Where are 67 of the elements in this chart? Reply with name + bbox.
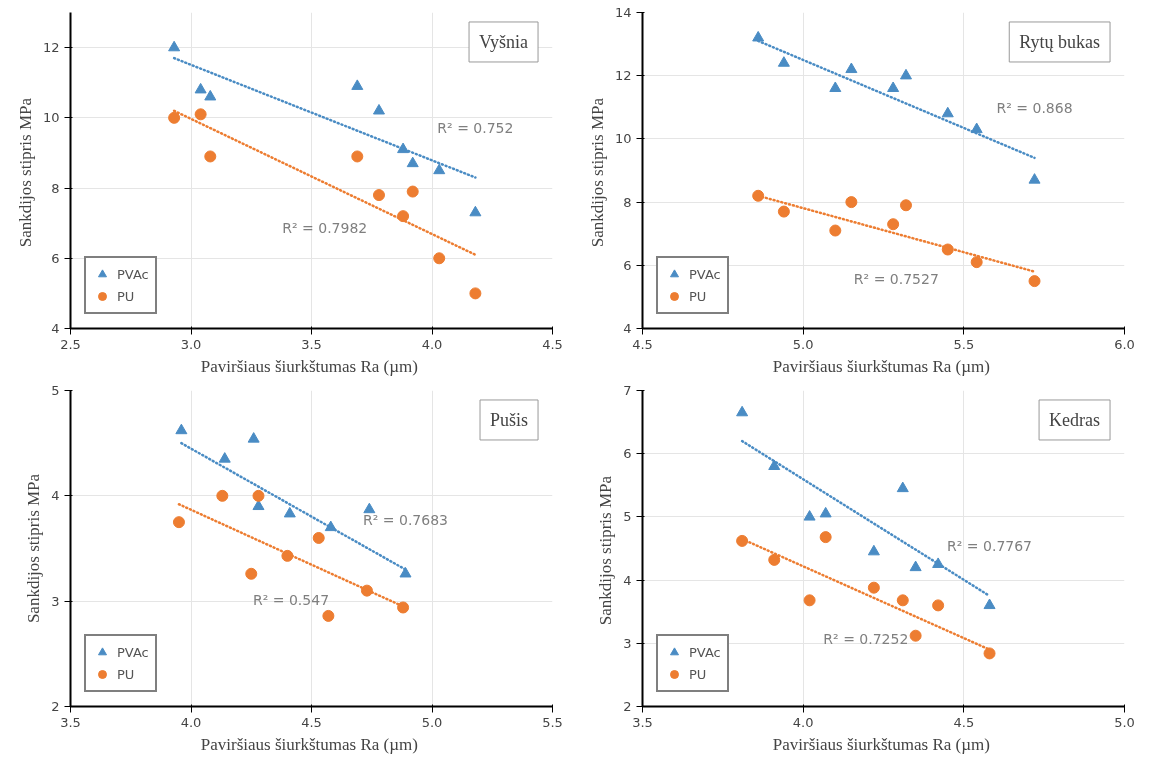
x-tick-label: 5.0 xyxy=(421,714,443,730)
text: Vyšnia xyxy=(479,31,529,52)
legend-label: PVAc xyxy=(689,266,721,282)
y-tick-label: 5 xyxy=(51,383,60,398)
x-tick-label: 4.5 xyxy=(953,714,975,730)
annotation: R² = 0.547 xyxy=(252,592,330,609)
y-axis-title: Sankdijos stipris MPa xyxy=(15,97,35,248)
y-tick-label: 4 xyxy=(51,488,60,504)
legend-label: PU xyxy=(117,288,136,304)
text: Kedras xyxy=(1049,409,1101,430)
y-tick-label: 2 xyxy=(51,699,60,714)
x-tick-label: 5.0 xyxy=(792,336,814,352)
x-tick-label: 3.5 xyxy=(60,714,81,730)
y-tick-label: 3 xyxy=(623,635,632,651)
x-tick-label: 4.5 xyxy=(542,336,563,352)
annotation: R² = 0.7252 xyxy=(823,631,909,648)
x-tick-label: 5.0 xyxy=(1114,714,1135,730)
annotation: R² = 0.7767 xyxy=(947,537,1033,554)
x-axis-title: Paviršiaus šiurkštumas Ra (µm) xyxy=(772,356,990,376)
annotation: R² = 0.7527 xyxy=(853,270,939,287)
legend-label: PVAc xyxy=(689,644,721,660)
y-tick-label: 6 xyxy=(51,250,60,266)
y-tick-label: 4 xyxy=(623,321,632,336)
y-tick-label: 5 xyxy=(623,509,632,525)
y-tick-label: 8 xyxy=(623,194,632,210)
legend-label: PVAc xyxy=(117,266,149,282)
x-tick-label: 4.0 xyxy=(421,336,443,352)
y-axis-title: Sankdijos stipris MPa xyxy=(596,475,616,626)
y-tick-label: 6 xyxy=(623,257,632,273)
x-tick-label: 2.5 xyxy=(60,336,81,352)
x-tick-label: 5.5 xyxy=(953,336,975,352)
y-tick-label: 14 xyxy=(614,5,632,20)
x-tick-label: 5.5 xyxy=(542,714,563,730)
y-tick-label: 10 xyxy=(614,131,632,147)
y-tick-label: 4 xyxy=(51,321,60,336)
x-axis-title: Paviršiaus šiurkštumas Ra (µm) xyxy=(200,734,418,754)
y-tick-label: 3 xyxy=(51,593,60,609)
x-tick-label: 4.5 xyxy=(301,714,322,730)
y-axis-title: Sankdijos stipris MPa xyxy=(587,97,607,248)
annotation: R² = 0.7982 xyxy=(282,219,368,236)
legend-label: PU xyxy=(117,666,136,682)
x-tick-label: 3.5 xyxy=(301,336,322,352)
text: Rytų bukas xyxy=(1019,31,1101,52)
y-tick-label: 10 xyxy=(42,110,60,126)
y-tick-label: 12 xyxy=(42,40,60,56)
text: Pušis xyxy=(490,409,529,430)
x-axis-title: Paviršiaus šiurkštumas Ra (µm) xyxy=(200,356,418,376)
x-tick-label: 4.0 xyxy=(792,714,814,730)
y-tick-label: 7 xyxy=(623,383,632,398)
x-axis-title: Paviršiaus šiurkštumas Ra (µm) xyxy=(772,734,990,754)
legend-label: PVAc xyxy=(117,644,149,660)
x-tick-label: 6.0 xyxy=(1114,336,1135,352)
annotation: R² = 0.752 xyxy=(437,119,514,136)
y-tick-label: 2 xyxy=(623,699,632,714)
annotation: R² = 0.7683 xyxy=(363,511,448,528)
legend-label: PU xyxy=(689,288,708,304)
y-tick-label: 8 xyxy=(51,180,60,196)
x-tick-label: 4.5 xyxy=(632,336,653,352)
y-tick-label: 4 xyxy=(623,572,632,588)
y-tick-label: 12 xyxy=(614,68,632,84)
y-axis-title: Sankdijos stipris MPa xyxy=(24,473,44,624)
x-tick-label: 4.0 xyxy=(180,714,202,730)
y-tick-label: 6 xyxy=(623,446,632,462)
x-tick-label: 3.5 xyxy=(632,714,653,730)
x-tick-label: 3.0 xyxy=(180,336,202,352)
legend-label: PU xyxy=(689,666,708,682)
annotation: R² = 0.868 xyxy=(996,99,1073,116)
